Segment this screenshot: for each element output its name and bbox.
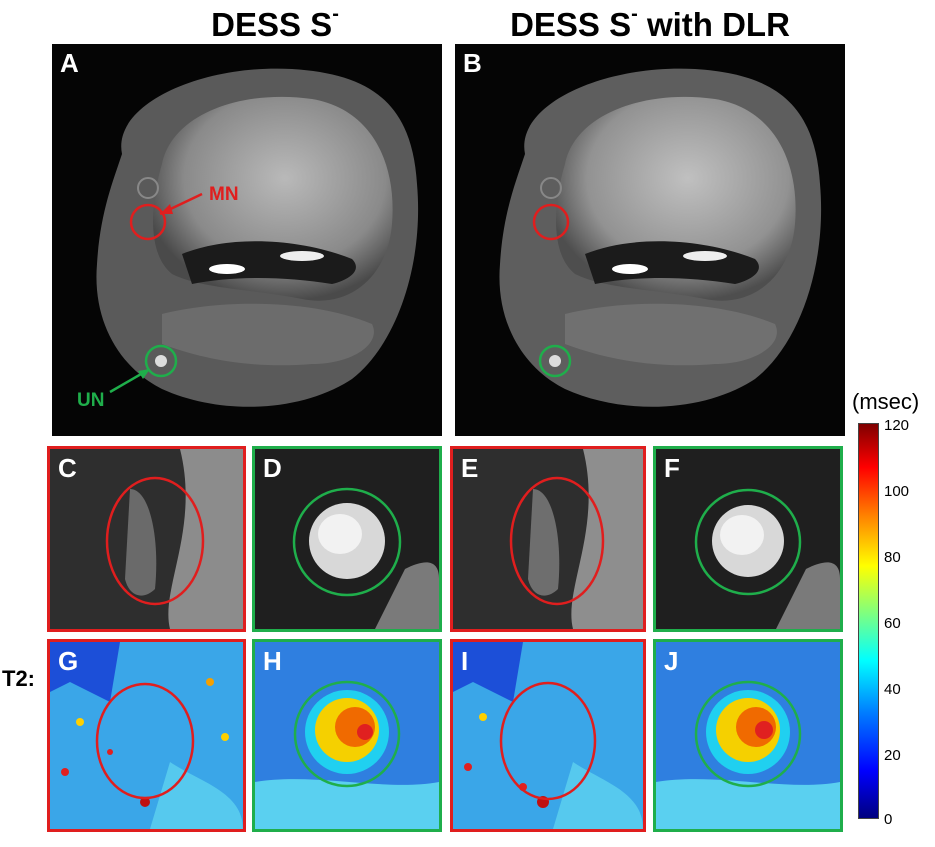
panel-i-t2-map-dlr: I: [450, 639, 646, 832]
t2-row-label: T2:: [2, 666, 35, 691]
panel-label-f: F: [664, 453, 680, 483]
panel-label-c: C: [58, 453, 77, 483]
mri-forearm-cross-section-b: [499, 68, 822, 407]
panel-f-ulnar-nerve-zoom-dlr: F: [653, 446, 843, 632]
panel-j-t2-map-dlr: J: [653, 639, 843, 832]
panel-b-mri-image: B: [455, 44, 845, 436]
panel-label-g: G: [58, 646, 79, 676]
heading-dess-text: DESS S: [211, 6, 333, 43]
zoom-image-c: [105, 449, 243, 629]
heading-dess-dlr: DESS S- with DLR: [490, 3, 810, 44]
t2-map-image-g: [50, 642, 243, 829]
colorbar-tick-80: 80: [884, 549, 901, 566]
panel-label-a: A: [60, 48, 79, 78]
colorbar-tick-100: 100: [884, 483, 910, 500]
panel-c-median-nerve-zoom: C: [47, 446, 246, 632]
panel-label-h: H: [263, 646, 282, 676]
panel-label-i: I: [461, 646, 469, 676]
zoom-image-e: [509, 449, 643, 629]
heading-dlr-text: DESS S: [510, 6, 632, 43]
panel-label-e: E: [461, 453, 479, 483]
colorbar-unit-label: (msec): [852, 389, 920, 414]
colorbar-tick-0: 0: [884, 811, 893, 828]
heading-dlr-suffix: with DLR: [637, 6, 790, 43]
mri-forearm-cross-section-a: [96, 68, 419, 407]
ulnar-nerve-label: UN: [77, 390, 105, 411]
colorbar-tick-20: 20: [884, 747, 901, 764]
zoom-image-f: [694, 488, 840, 629]
panel-label-j: J: [664, 646, 679, 676]
heading-dess: DESS S-: [190, 3, 360, 44]
t2-map-image-h: [255, 642, 439, 829]
zoom-image-d: [292, 487, 439, 629]
t2-map-image-j: [656, 642, 840, 829]
colorbar-tick-120: 120: [884, 417, 910, 434]
panel-d-ulnar-nerve-zoom: D: [252, 446, 442, 632]
panel-label-d: D: [263, 453, 282, 483]
panel-h-t2-map: H: [252, 639, 442, 832]
panel-label-b: B: [463, 48, 482, 78]
colorbar-tick-60: 60: [884, 615, 901, 632]
heading-dlr-sup: -: [631, 3, 638, 25]
colorbar-tick-40: 40: [884, 681, 901, 698]
panel-e-median-nerve-zoom-dlr: E: [450, 446, 646, 632]
colorbar-gradient: [858, 423, 879, 819]
panel-g-t2-map: G: [47, 639, 246, 832]
t2-map-image-i: [453, 642, 643, 829]
median-nerve-label: MN: [209, 184, 239, 205]
panel-a-mri-image: A MN UN: [52, 44, 442, 436]
heading-dess-sup: -: [332, 3, 339, 25]
